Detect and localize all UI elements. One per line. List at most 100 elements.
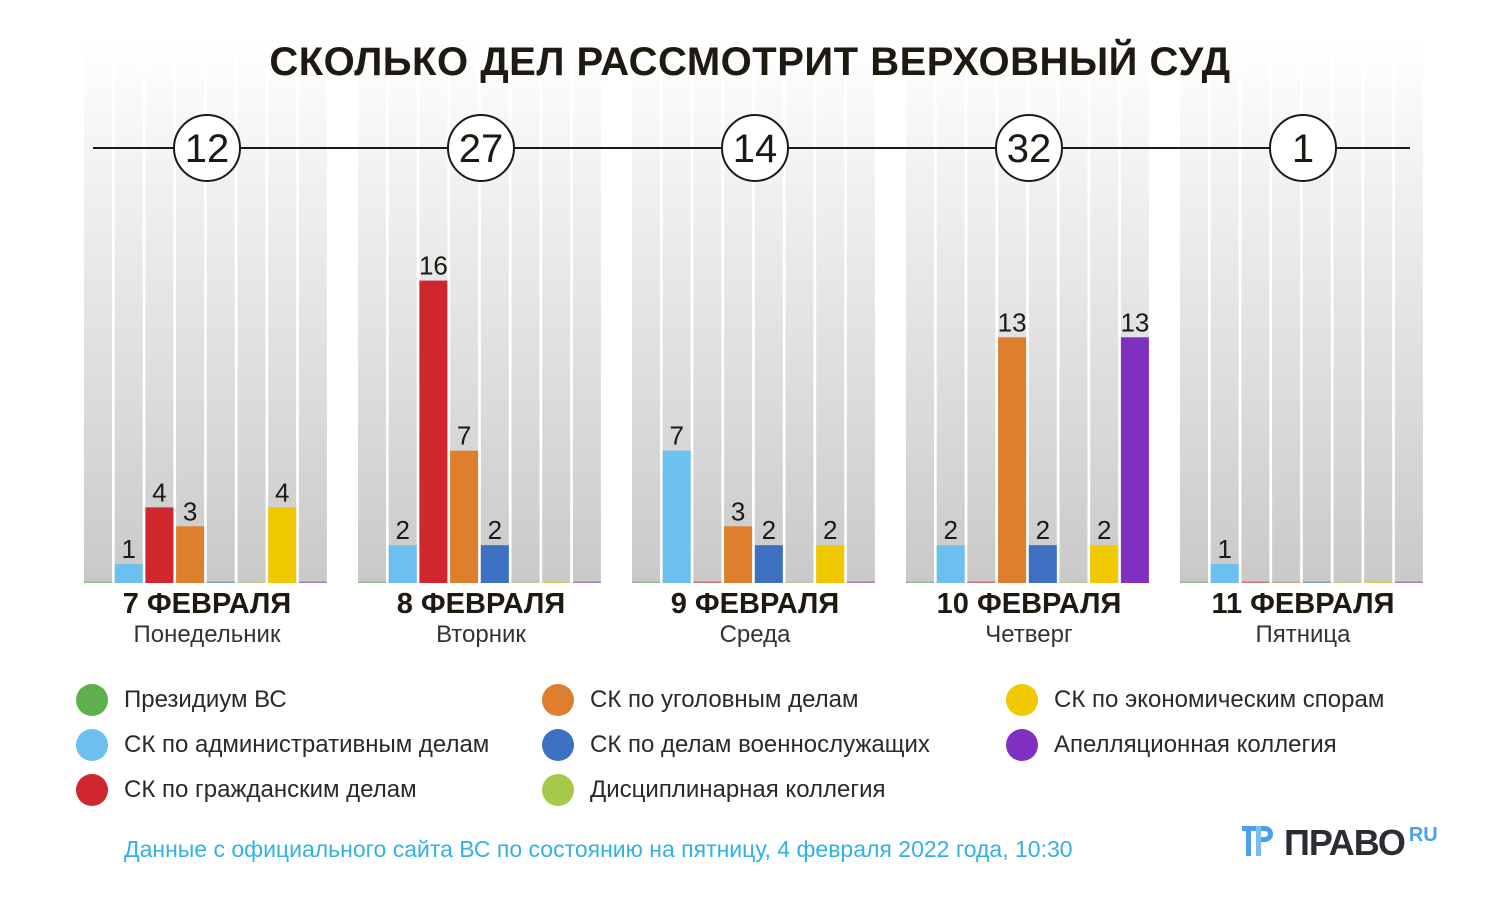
column-slot xyxy=(114,40,143,583)
weekday-label: Вторник xyxy=(436,621,526,648)
column-slot xyxy=(511,40,540,583)
total-label: 1 xyxy=(1292,127,1314,171)
column-slot xyxy=(846,40,875,583)
column-slot xyxy=(816,40,845,583)
data-label: 3 xyxy=(731,496,745,526)
weekday-label: Среда xyxy=(719,621,791,648)
total-circle xyxy=(447,114,515,182)
column-baseline xyxy=(632,581,660,583)
logo-word: ПРАВО xyxy=(1284,822,1406,863)
day-label: 7 ФЕВРАЛЯ Понедельник xyxy=(70,588,344,649)
legend-swatch xyxy=(76,729,108,761)
column-slot xyxy=(84,40,112,583)
total-label: 27 xyxy=(459,127,504,171)
source-note: Данные с официального сайта ВС по состоя… xyxy=(124,836,1073,862)
bar xyxy=(480,545,509,583)
weekday-label: Пятница xyxy=(1255,621,1351,648)
column-baseline xyxy=(1241,581,1270,583)
total-circle xyxy=(995,114,1063,182)
column-baseline xyxy=(298,581,327,583)
bar xyxy=(1210,564,1239,583)
legend-swatch xyxy=(76,774,108,806)
column-slot xyxy=(572,40,601,583)
column-baseline xyxy=(1364,581,1393,583)
column-baseline xyxy=(1333,581,1362,583)
data-label: 7 xyxy=(457,421,471,451)
day-label: 10 ФЕВРАЛЯ Четверг xyxy=(892,588,1166,649)
day-label: 9 ФЕВРАЛЯ Среда xyxy=(618,588,892,649)
bar xyxy=(1028,545,1057,583)
pravo-ru-logo: ПРАВО RU xyxy=(1242,822,1438,864)
bar xyxy=(388,545,417,583)
column-baseline xyxy=(785,581,814,583)
column-slot xyxy=(906,40,934,583)
total-label: 14 xyxy=(733,127,778,171)
legend-swatch xyxy=(542,729,574,761)
bar xyxy=(1120,337,1149,583)
legend-label: СК по гражданским делам xyxy=(124,776,417,803)
legend-label: СК по экономическим спорам xyxy=(1054,686,1385,713)
column-slot xyxy=(145,40,174,583)
column-slot xyxy=(1059,40,1088,583)
bar xyxy=(1090,545,1119,583)
data-label: 2 xyxy=(823,515,837,545)
column-baseline xyxy=(542,581,571,583)
column-baseline xyxy=(511,581,540,583)
bar xyxy=(816,545,845,583)
data-label: 1 xyxy=(121,534,135,564)
column-baseline xyxy=(1272,581,1301,583)
total-circle xyxy=(1269,114,1337,182)
column-baseline xyxy=(906,581,934,583)
data-label: 2 xyxy=(488,515,502,545)
legend-label: СК по делам военнослужащих xyxy=(590,731,930,758)
column-slot xyxy=(268,40,297,583)
column-baseline xyxy=(693,581,722,583)
data-label: 2 xyxy=(1036,515,1050,545)
day-label: 11 ФЕВРАЛЯ Пятница xyxy=(1166,588,1440,649)
legend-swatch xyxy=(542,774,574,806)
column-baseline xyxy=(1394,581,1423,583)
column-slot xyxy=(936,40,965,583)
column-slot xyxy=(967,40,996,583)
legend-item: Дисциплинарная коллегия xyxy=(542,774,886,806)
bar xyxy=(268,507,297,583)
date-label: 9 ФЕВРАЛЯ xyxy=(670,588,840,620)
column-slot xyxy=(237,40,266,583)
column-baseline xyxy=(967,581,996,583)
column-slot xyxy=(1241,40,1270,583)
column-slot xyxy=(1090,40,1119,583)
data-label: 16 xyxy=(419,251,448,281)
column-slot xyxy=(388,40,417,583)
column-slot xyxy=(1180,40,1208,583)
data-label: 2 xyxy=(762,515,776,545)
data-label: 3 xyxy=(183,496,197,526)
column-baseline xyxy=(206,581,235,583)
data-label: 4 xyxy=(275,477,289,507)
bar xyxy=(145,507,174,583)
data-label: 2 xyxy=(943,515,957,545)
bar xyxy=(724,526,753,583)
column-slot xyxy=(632,40,660,583)
data-label: 13 xyxy=(998,307,1027,337)
bar xyxy=(450,450,479,583)
legend-item: СК по экономическим спорам xyxy=(1006,684,1384,716)
column-baseline xyxy=(846,581,875,583)
data-label: 13 xyxy=(1120,307,1149,337)
legend-label: Апелляционная коллегия xyxy=(1054,731,1337,758)
column-slot xyxy=(693,40,722,583)
legend-label: СК по уголовным делам xyxy=(590,686,859,713)
legend-item: Апелляционная коллегия xyxy=(1006,729,1337,761)
bar xyxy=(998,337,1027,583)
bar xyxy=(754,545,783,583)
logo-suffix: RU xyxy=(1408,824,1438,846)
column-baseline xyxy=(84,581,112,583)
column-slot xyxy=(358,40,386,583)
bar xyxy=(662,450,691,583)
data-label: 2 xyxy=(395,515,409,545)
legend-swatch xyxy=(542,684,574,716)
data-label: 4 xyxy=(152,477,166,507)
legend-item: СК по уголовным делам xyxy=(542,684,859,716)
bar xyxy=(419,280,448,583)
day-label: 8 ФЕВРАЛЯ Вторник xyxy=(344,588,618,649)
column-baseline xyxy=(1180,581,1208,583)
